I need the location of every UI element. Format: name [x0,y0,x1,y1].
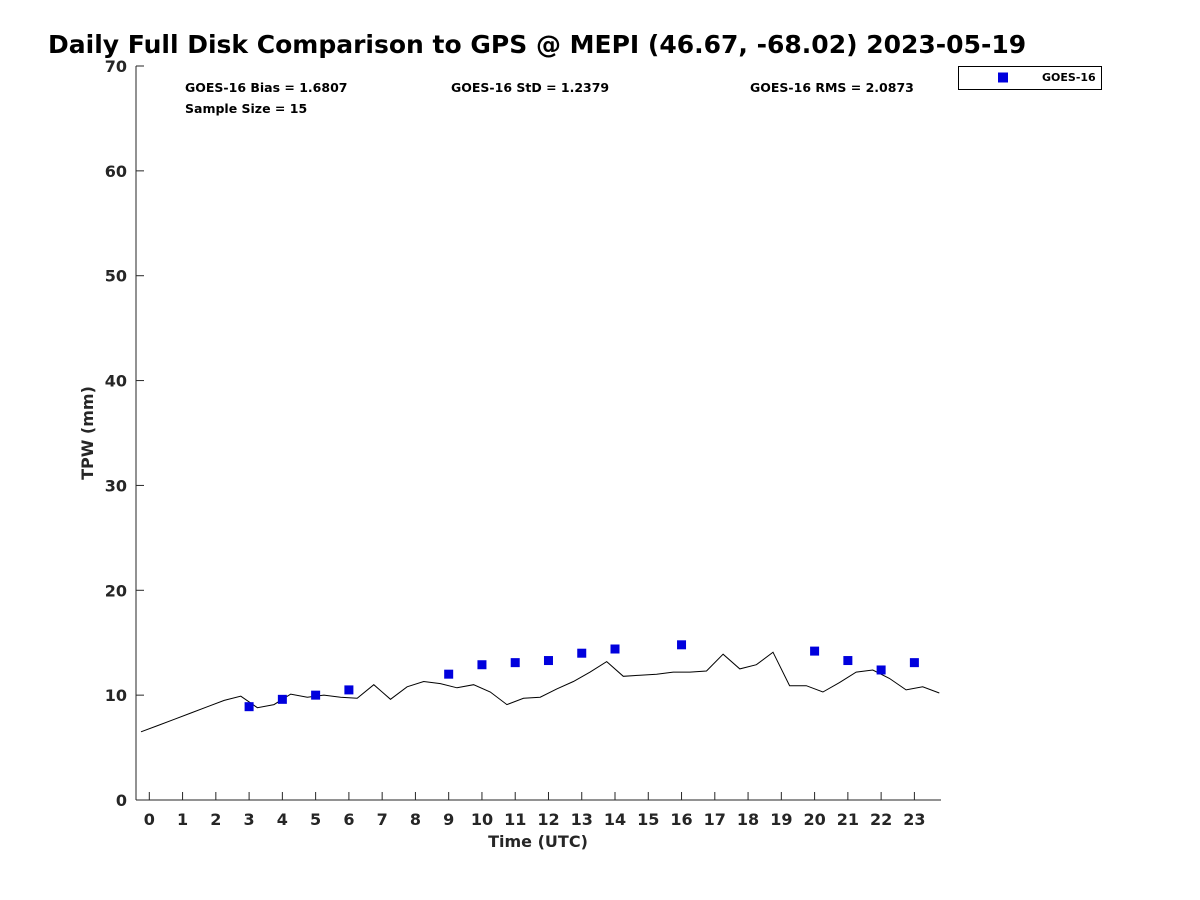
x-tick-label: 17 [704,810,726,829]
goes16-point [344,685,354,695]
y-tick-label: 50 [105,267,127,286]
goes16-point [311,690,321,700]
goes16-point [444,669,454,679]
x-tick-label: 13 [571,810,593,829]
gps-line [140,651,940,733]
legend-marker-goes16 [998,72,1008,83]
x-tick-label: 5 [310,810,321,829]
x-tick-label: 6 [343,810,354,829]
goes16-scatter-series [244,640,919,712]
x-tick-label: 1 [177,810,188,829]
goes16-point [876,665,886,675]
x-tick-label: 19 [770,810,792,829]
goes16-point [577,648,587,658]
goes16-point [244,702,254,712]
x-tick-label: 16 [670,810,692,829]
y-tick-label: 10 [105,686,127,705]
x-tick-label: 14 [604,810,626,829]
goes16-point [810,646,820,656]
gps-line-series [140,651,940,733]
x-tick-label: 3 [244,810,255,829]
y-tick-label: 0 [116,791,127,810]
legend-label-goes16: GOES-16 [1042,71,1096,84]
goes16-point [277,694,287,704]
x-tick-label: 0 [144,810,155,829]
x-tick-label: 21 [837,810,859,829]
x-tick-label: 20 [803,810,825,829]
goes16-point [909,658,919,668]
goes16-point [477,660,487,670]
sample-size-stat: Sample Size = 15 [185,101,307,116]
std-stat: GOES-16 StD = 1.2379 [451,80,609,95]
legend: GOES-16 [958,66,1102,90]
goes16-point [610,644,620,654]
y-tick-label: 60 [105,162,127,181]
x-tick-label: 15 [637,810,659,829]
chart-title: Daily Full Disk Comparison to GPS @ MEPI… [48,30,1027,59]
x-tick-label: 22 [870,810,892,829]
rms-stat: GOES-16 RMS = 2.0873 [750,80,914,95]
y-tick-label: 40 [105,372,127,391]
x-tick-label: 10 [471,810,493,829]
x-tick-label: 12 [537,810,559,829]
goes16-point [843,656,853,666]
x-axis-label: Time (UTC) [488,832,588,851]
x-tick-label: 9 [443,810,454,829]
bias-stat: GOES-16 Bias = 1.6807 [185,80,347,95]
y-tick-label: 20 [105,581,127,600]
goes16-point [543,656,553,666]
x-tick-label: 11 [504,810,526,829]
x-tick-label: 4 [277,810,288,829]
goes16-point [677,640,687,650]
x-tick-label: 7 [377,810,388,829]
x-tick-label: 23 [903,810,925,829]
y-axis-label: TPW (mm) [78,386,97,480]
x-tick-label: 2 [210,810,221,829]
x-tick-label: 18 [737,810,759,829]
y-tick-label: 70 [105,57,127,76]
goes16-point [510,658,520,668]
y-tick-label: 30 [105,476,127,495]
legend-box [958,66,1102,90]
x-tick-label: 8 [410,810,421,829]
